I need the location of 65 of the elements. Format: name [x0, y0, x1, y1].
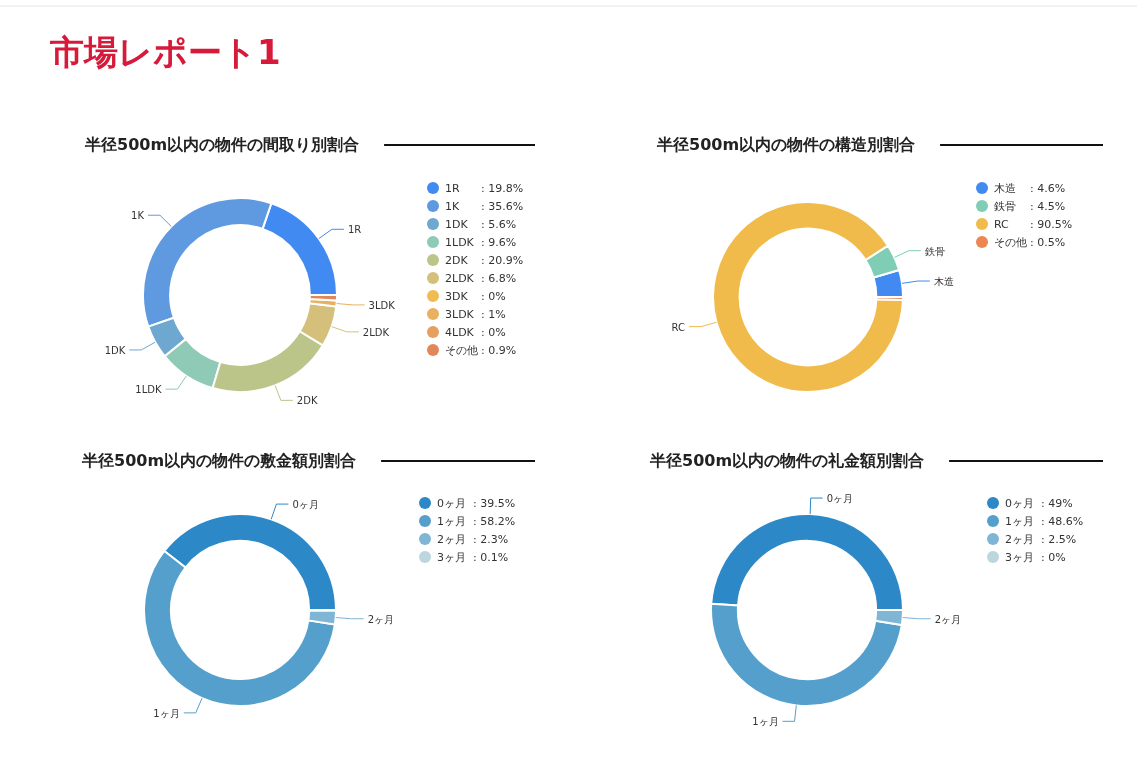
text: : 0% [481, 290, 506, 303]
legend-label: RC [994, 218, 1010, 231]
legend-label: 2DK [445, 254, 469, 267]
slice-label: 1ヶ月 [752, 716, 779, 728]
data-label: : 20.9% [481, 254, 524, 267]
data-label: : 2.3% [473, 533, 509, 546]
data-label: : 58.2% [473, 515, 516, 528]
slice-label: 1DK [104, 344, 126, 356]
slice-label: 鉄骨 [924, 245, 945, 257]
legend-label: 1K [445, 200, 460, 213]
data-label: : 48.6% [1041, 515, 1084, 528]
legend-label: 4LDK [445, 326, 475, 339]
data-label: : 35.6% [481, 200, 524, 213]
legend-label: 2LDK [445, 272, 475, 285]
data-label: : 0.5% [1030, 236, 1066, 249]
data-label: : 0.1% [473, 551, 509, 564]
legend-label: 1ヶ月 [437, 515, 466, 528]
chart-title: 半径500m以内の物件の礼金額別割合 [649, 451, 925, 470]
data-label: : 90.5% [1030, 218, 1073, 231]
chart-title: 半径500m以内の物件の間取り別割合 [84, 135, 360, 154]
data-label: : 4.5% [1030, 200, 1066, 213]
text: 市場レポート1 [49, 32, 281, 72]
legend-label: 3ヶ月 [437, 551, 466, 564]
legend-label: 1LDK [445, 236, 475, 249]
slice-label: 2ヶ月 [367, 613, 395, 625]
data-label: : 49% [1041, 497, 1073, 510]
slice-label: 2DK [296, 395, 318, 407]
legend-label: 木造 [994, 182, 1016, 195]
legend-label: その他 [994, 236, 1027, 249]
legend-label: 鉄骨 [994, 200, 1016, 213]
data-label: : 39.5% [473, 497, 516, 510]
slice-label: 1LDK [135, 384, 162, 396]
legend-label: 0ヶ月 [1005, 497, 1034, 510]
data-label: : 0.9% [481, 344, 517, 357]
slice-label: 2LDK [362, 326, 390, 338]
slice-label: RC [671, 321, 686, 333]
text: : 0% [481, 326, 506, 339]
data-label: : 1% [481, 308, 506, 321]
slice-label: 1K [131, 210, 145, 222]
slice-label: 3LDK [368, 299, 396, 311]
legend-label: その他 [445, 344, 478, 357]
slice-label: 木造 [933, 276, 954, 288]
data-label: : 2.5% [1041, 533, 1077, 546]
legend-label: 2ヶ月 [437, 533, 466, 546]
legend-label: 2ヶ月 [1005, 533, 1034, 546]
data-label: : 4.6% [1030, 182, 1066, 195]
slice-label: 1ヶ月 [153, 707, 180, 719]
legend-label: 0ヶ月 [437, 497, 466, 510]
legend-label: 3LDK [445, 308, 475, 321]
slice-label: 0ヶ月 [292, 499, 319, 511]
legend-label: 3DK [445, 290, 469, 303]
legend-label: 1ヶ月 [1005, 515, 1034, 528]
data-label: : 19.8% [481, 182, 524, 195]
legend-label: 1R [445, 182, 460, 195]
slice-label: 1R [347, 224, 362, 236]
data-label: : 6.8% [481, 272, 517, 285]
legend-label: 3ヶ月 [1005, 551, 1034, 564]
chart-title: 半径500m以内の物件の構造別割合 [656, 135, 916, 154]
data-label: : 5.6% [481, 218, 517, 231]
slice-label: 2ヶ月 [934, 613, 962, 625]
data-label: : 9.6% [481, 236, 517, 249]
legend-label: 1DK [445, 218, 469, 231]
text: : 0% [1041, 551, 1066, 564]
slice-label: 0ヶ月 [826, 493, 854, 505]
chart-title: 半径500m以内の物件の敷金額別割合 [81, 451, 357, 470]
